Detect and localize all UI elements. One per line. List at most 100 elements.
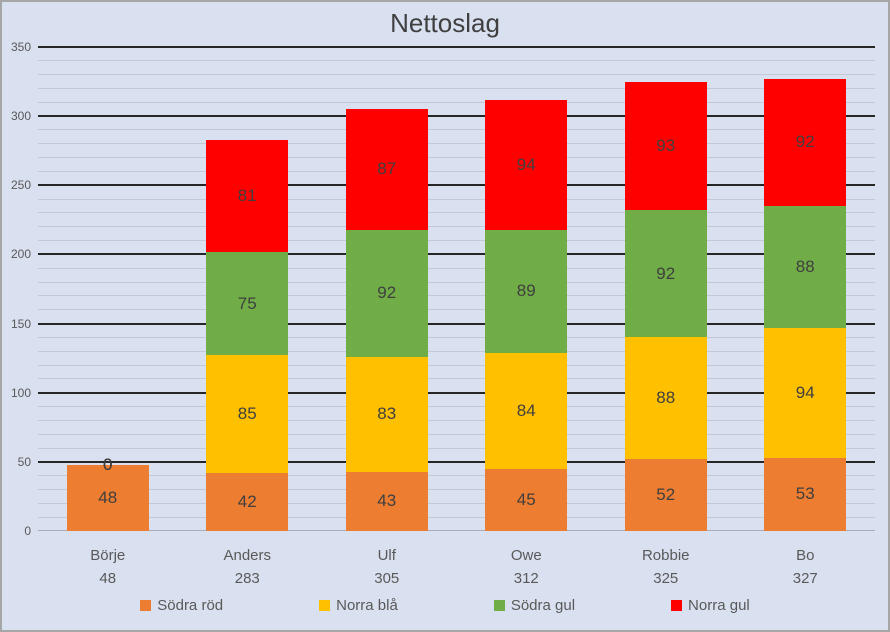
category-total: 312: [513, 570, 539, 587]
gridline-major: [38, 253, 875, 256]
gridline-minor: [38, 295, 875, 297]
gridline-minor: [38, 516, 875, 518]
legend-color-swatch: [671, 600, 683, 611]
gridline-minor: [38, 489, 875, 491]
gridline-minor: [38, 198, 875, 200]
category-name: Anders: [223, 547, 272, 564]
gridline-minor: [38, 212, 875, 214]
bar-segment[interactable]: 88: [624, 337, 707, 460]
bar-segment[interactable]: 89: [485, 229, 568, 353]
bar-segment-label: 75: [237, 293, 257, 313]
legend-color-swatch: [319, 600, 331, 611]
bar-segment[interactable]: 92: [764, 78, 847, 207]
bar-segment[interactable]: 42: [206, 472, 289, 531]
y-axis-tick-label: 0: [24, 524, 31, 538]
bar-segment-label-zero: 0: [103, 454, 113, 474]
category-name: Ulf: [377, 547, 396, 564]
gridline-minor: [38, 475, 875, 477]
bar-segment-label: 88: [795, 256, 815, 276]
gridline-minor: [38, 170, 875, 172]
gridline-major: [38, 184, 875, 187]
legend-item[interactable]: Norra blå: [319, 597, 398, 614]
gridline-minor: [38, 447, 875, 449]
bar-segment-label: 52: [656, 485, 676, 505]
gridline-minor: [38, 267, 875, 269]
bar-segment-label: 93: [656, 135, 676, 155]
legend-item-label: Norra blå: [336, 597, 398, 614]
bar-segment[interactable]: 92: [345, 229, 428, 357]
x-axis-line: [38, 530, 875, 531]
category-label: Bo 327: [736, 544, 876, 590]
category-name: Bo: [796, 547, 815, 564]
x-axis-labels: Börje 48 Anders 283 Ulf 305 Owe 312 Robbie 325 Bo 3…: [38, 544, 875, 590]
legend-item-label: Södra röd: [157, 597, 224, 614]
gridline-major: [38, 391, 875, 394]
gridline-minor: [38, 336, 875, 338]
bar-segment[interactable]: 48: [66, 464, 149, 531]
category-total: 283: [234, 570, 260, 587]
gridline-major: [38, 115, 875, 118]
gridline-minor: [38, 364, 875, 366]
bar-segment[interactable]: 87: [345, 109, 428, 230]
legend: Södra röd Norra blå Södra gul Norra gul: [2, 597, 888, 614]
gridline-minor: [38, 60, 875, 62]
bar-segment[interactable]: 94: [485, 99, 568, 230]
bar-segment[interactable]: 84: [485, 352, 568, 469]
bar-segment-label-zero: 0: [103, 454, 113, 474]
gridline-minor: [38, 157, 875, 159]
category-label: Ulf 305: [317, 544, 457, 590]
gridline-minor: [38, 74, 875, 76]
legend-item[interactable]: Södra röd: [140, 597, 223, 614]
bar-segment-label: 48: [98, 487, 118, 507]
y-axis-tick-label: 250: [10, 178, 31, 193]
gridline-minor: [38, 309, 875, 311]
gridline-minor: [38, 350, 875, 352]
gridline-minor: [38, 143, 875, 145]
bar-segment[interactable]: 88: [764, 206, 847, 328]
bar-segment-label: 45: [516, 489, 536, 509]
y-axis-tick-label: 300: [10, 109, 31, 124]
category-label: Börje 48: [38, 544, 178, 590]
y-axis-tick-label: 150: [10, 316, 31, 331]
bar-segment-label: 81: [237, 185, 257, 205]
gridline-minor: [38, 281, 875, 283]
gridline-minor: [38, 88, 875, 89]
category-total: 325: [653, 570, 679, 587]
category-total: 305: [374, 570, 400, 587]
bar-segment[interactable]: 53: [764, 457, 847, 531]
gridline-minor: [38, 129, 875, 131]
category-label: Robbie 325: [596, 544, 736, 590]
bar-segment[interactable]: 81: [206, 139, 289, 252]
gridline-major: [38, 460, 875, 463]
bar-segment[interactable]: 75: [206, 251, 289, 356]
legend-color-swatch: [140, 600, 152, 611]
legend-item-label: Södra gul: [510, 597, 576, 614]
gridline-major: [38, 322, 875, 325]
gridline-minor: [38, 226, 875, 228]
bar-segment[interactable]: 94: [764, 327, 847, 458]
category-total: 48: [99, 570, 117, 587]
legend-item[interactable]: Södra gul: [493, 597, 576, 614]
bar-segment[interactable]: 43: [345, 471, 428, 531]
bar-segment[interactable]: 85: [206, 355, 289, 473]
gridline-minor: [38, 433, 875, 435]
category-name: Börje: [90, 547, 126, 564]
bar-segment[interactable]: 92: [624, 210, 707, 338]
legend-item[interactable]: Norra gul: [671, 597, 750, 614]
bar-segment[interactable]: 93: [624, 81, 707, 211]
gridline-minor: [38, 419, 875, 421]
bar-segment-label: 42: [237, 491, 257, 511]
legend-color-swatch: [493, 600, 505, 611]
bar-segment-label: 83: [377, 404, 397, 424]
bar-segment-label: 53: [795, 484, 815, 504]
y-axis-tick-label: 200: [10, 247, 31, 262]
bar-segment[interactable]: 52: [624, 459, 707, 531]
y-axis-tick-label: 350: [10, 40, 31, 54]
category-label: Owe 312: [457, 544, 597, 590]
y-axis-tick-label: 100: [10, 385, 31, 400]
y-axis-tick-label: 50: [17, 454, 31, 469]
bar-segment[interactable]: 83: [345, 356, 428, 472]
category-name: Owe: [510, 547, 542, 564]
bar-segment[interactable]: 45: [485, 468, 568, 531]
